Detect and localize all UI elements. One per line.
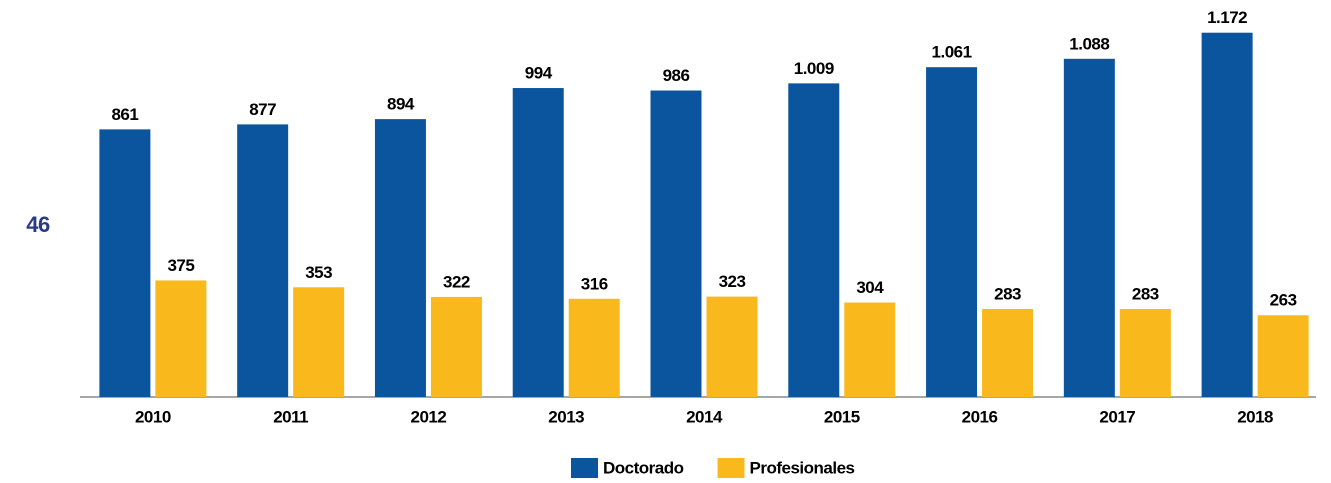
legend-label: Doctorado	[603, 458, 684, 477]
legend-swatch	[571, 458, 598, 478]
data-label: 283	[994, 285, 1021, 304]
data-label: 283	[1132, 285, 1159, 304]
bar	[237, 124, 289, 397]
bar	[1257, 315, 1309, 397]
data-label: 986	[663, 66, 690, 85]
x-tick-label: 2018	[1237, 407, 1273, 426]
x-tick-label: 2016	[962, 407, 998, 426]
bar	[788, 83, 840, 397]
bar	[99, 129, 151, 397]
bar	[844, 302, 896, 397]
legend-label: Profesionales	[750, 458, 855, 477]
bar	[706, 296, 758, 397]
data-label: 316	[581, 274, 608, 293]
bar	[650, 90, 702, 397]
data-label: 304	[856, 278, 884, 297]
data-label: 263	[1270, 291, 1297, 310]
x-tick-label: 2010	[135, 407, 171, 426]
data-label: 353	[305, 263, 332, 282]
page-number: 46	[26, 212, 50, 237]
data-label: 322	[443, 272, 470, 291]
data-label: 1.088	[1069, 34, 1109, 53]
bar	[1201, 32, 1253, 397]
data-label: 323	[719, 272, 746, 291]
x-tick-label: 2017	[1099, 407, 1135, 426]
data-label: 894	[387, 95, 415, 114]
bar	[293, 287, 345, 397]
bar	[926, 67, 978, 397]
bar	[1119, 309, 1171, 397]
bar	[568, 298, 620, 397]
x-tick-label: 2015	[824, 407, 860, 426]
x-tick-label: 2011	[273, 407, 308, 426]
x-tick-label: 2012	[411, 407, 447, 426]
bar	[512, 88, 564, 397]
bar	[374, 119, 426, 398]
bar	[1063, 58, 1115, 398]
data-label: 375	[167, 256, 194, 275]
bar	[982, 309, 1034, 397]
data-label: 1.172	[1207, 8, 1247, 27]
legend-swatch	[717, 458, 745, 478]
data-label: 1.009	[794, 59, 834, 78]
data-label: 877	[249, 100, 276, 119]
data-label: 1.061	[932, 43, 972, 62]
x-tick-label: 2013	[548, 407, 584, 426]
data-label: 861	[111, 105, 138, 124]
x-tick-label: 2014	[686, 407, 723, 426]
bar	[430, 296, 482, 397]
data-label: 994	[525, 64, 553, 83]
bar	[155, 280, 207, 397]
